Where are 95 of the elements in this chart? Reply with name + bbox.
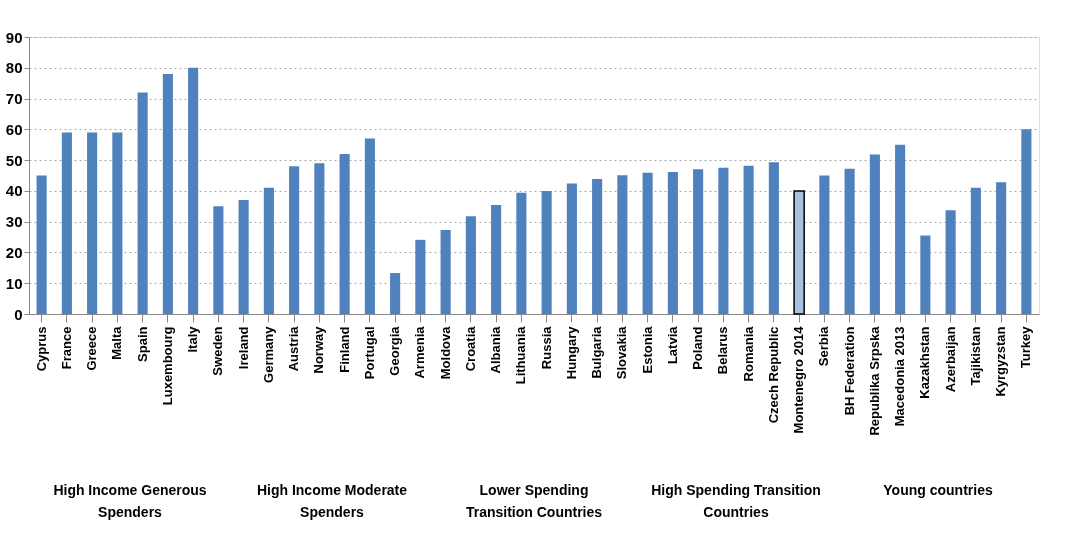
x-tick-label: Croatia [462,325,478,372]
x-tick-label: Azerbaijan [942,326,958,393]
bar [566,183,577,314]
bar [743,165,754,314]
bar [667,172,678,314]
bar [263,187,274,314]
bar [592,178,603,314]
bar [768,162,779,314]
y-tick-label: 30 [5,213,23,231]
bar [491,205,502,314]
bar [465,216,476,314]
x-tick-label: Belarus [715,326,731,375]
x-tick-label: Macedonia 2013 [892,326,908,427]
bar [516,192,527,314]
text: Lower Spending Transition Countries [465,482,603,520]
x-tick-label: Luxembourg [159,326,175,406]
x-tick-label: Germany [260,325,276,383]
bar [238,200,249,314]
bar [36,175,47,314]
x-tick-label: Hungary [563,325,579,380]
bar [289,166,300,314]
x-tick-label: Kyrgyzstan [993,326,1009,397]
y-tick-label: 60 [5,120,23,138]
bar [642,172,653,314]
bar [314,163,325,314]
x-tick-label: Tajikistan [967,326,983,386]
x-tick-label: Lithuania [513,325,529,385]
x-tick-label: Latvia [664,325,680,365]
bar [87,132,98,314]
x-tick-label: Turkey [1018,325,1034,369]
y-tick-label: 0 [14,305,23,323]
y-tick-label: 50 [5,151,23,169]
x-tick-label: Italy [185,325,201,353]
y-tick-label: 80 [5,59,23,77]
x-tick-label: Ireland [235,326,251,370]
bar [188,67,199,314]
bar [895,144,906,314]
bar [793,190,805,315]
x-tick-label: Czech Republic [765,326,781,424]
bar [364,138,375,314]
bar [617,175,628,314]
bar [440,229,451,314]
x-tick-label: Norway [311,325,327,374]
bar [844,168,855,314]
x-tick-label: Serbia [816,325,832,367]
text: Young countries [883,482,993,498]
x-tick-label: Spain [134,326,150,362]
y-tick-label: 90 [5,28,23,46]
x-tick-label: BH Federation [841,326,857,416]
x-tick-label: Greece [84,326,100,371]
bar [996,182,1007,314]
x-tick-label: Georgia [387,325,403,376]
bar [718,167,729,314]
x-tick-label: Kazakhstan [917,326,933,399]
text: High Income Generous Spenders [53,482,207,520]
x-tick-label: Austria [286,325,302,372]
x-tick-label: Montenegro 2014 [791,325,807,434]
x-tick-label: Portugal [361,326,377,380]
bar [970,187,981,314]
bar [869,154,880,314]
x-tick-label: Albania [488,325,504,374]
bar [819,175,830,314]
x-tick-label: Romania [740,325,756,382]
y-tick-label: 10 [5,274,23,292]
x-tick-label: Republika Srpska [866,325,882,436]
x-tick-label: Cyprus [33,326,49,372]
x-tick-label: France [58,326,74,370]
bar [693,169,704,314]
text: High Income Moderate Spenders [256,482,408,520]
bar [112,132,123,314]
x-tick-label: Finland [336,326,352,373]
x-tick-label: Malta [109,325,125,360]
y-tick-label: 40 [5,182,23,200]
bar [390,273,401,314]
bar [137,92,148,314]
x-tick-label: Russia [538,325,554,370]
x-tick-label: Sweden [210,326,226,376]
x-tick-label: Poland [690,326,706,370]
x-tick-label: Moldova [437,325,453,380]
bar [415,239,426,314]
y-tick-label: 70 [5,90,23,108]
bar [162,73,173,314]
bar [213,206,224,314]
x-tick-label: Armenia [412,325,428,379]
bar [61,132,72,314]
x-tick-label: Bulgaria [589,325,605,379]
bar [920,235,931,314]
bar [1021,129,1032,314]
text: High Spending Transition Countries [651,482,821,520]
x-tick-label: Estonia [639,325,655,374]
bar [339,153,350,314]
y-tick-label: 20 [5,243,23,261]
bar [541,190,552,314]
x-tick-label: Slovakia [614,325,630,380]
bar [945,210,956,314]
